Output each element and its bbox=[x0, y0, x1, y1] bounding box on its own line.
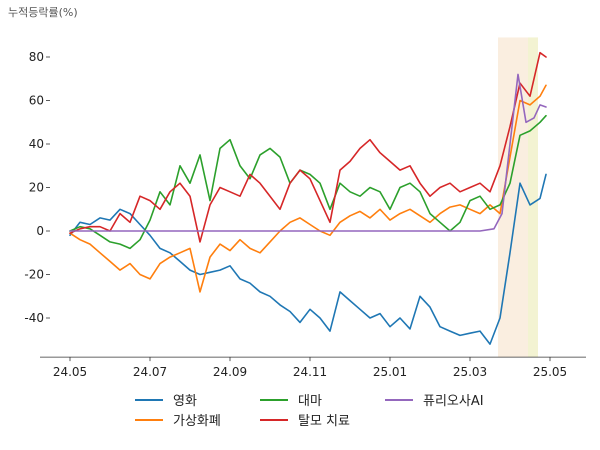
y-tick-label: -20 bbox=[24, 268, 44, 282]
y-tick-label: 0 bbox=[36, 224, 44, 238]
y-tick-label: -40 bbox=[24, 311, 44, 325]
legend-label-0: 영화 bbox=[173, 394, 197, 409]
legend-label-3: 탈모 치료 bbox=[298, 414, 350, 429]
legend-label-1: 가상화폐 bbox=[173, 414, 221, 429]
axes: 24.05 24.07 24.09 24.11 25.01 25.03 25.05 -40 -2… bbox=[24, 50, 586, 379]
series-line-0 bbox=[69, 173, 547, 345]
series-line-3 bbox=[69, 51, 547, 243]
series-line-2 bbox=[69, 114, 547, 250]
x-tick-label: 25.05 bbox=[533, 365, 567, 379]
plot-lines bbox=[69, 51, 547, 345]
series-line-4 bbox=[69, 73, 547, 232]
x-tick-label: 25.03 bbox=[453, 365, 487, 379]
legend-label-4: 퓨리오사AI bbox=[423, 394, 484, 409]
y-tick-label: 20 bbox=[29, 181, 44, 195]
x-tick-label: 24.05 bbox=[53, 365, 87, 379]
x-tick-label: 24.07 bbox=[133, 365, 167, 379]
legend-label-2: 대마 bbox=[298, 394, 322, 409]
highlight-band-1 bbox=[528, 37, 538, 358]
y-tick-label: 80 bbox=[29, 50, 44, 64]
y-axis-label: 누적등락률(%) bbox=[8, 6, 78, 19]
x-tick-label: 24.09 bbox=[213, 365, 247, 379]
series-line-1 bbox=[69, 84, 547, 293]
y-tick-label: 40 bbox=[29, 137, 44, 151]
y-tick-label: 60 bbox=[29, 94, 44, 108]
x-tick-label: 24.11 bbox=[293, 365, 327, 379]
x-tick-label: 25.01 bbox=[373, 365, 407, 379]
